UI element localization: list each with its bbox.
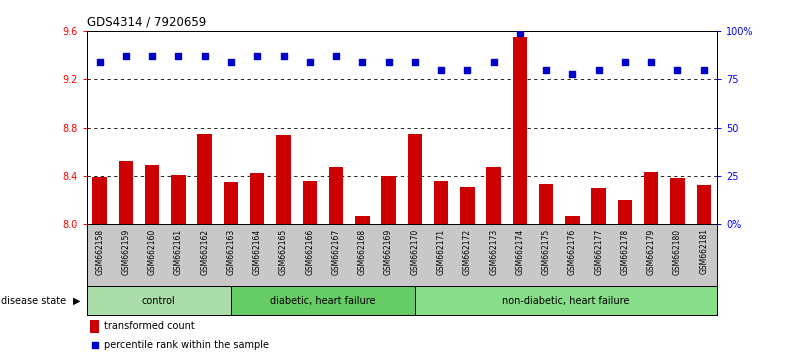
Point bbox=[277, 53, 290, 59]
Text: GSM662165: GSM662165 bbox=[279, 228, 288, 275]
Text: non-diabetic, heart failure: non-diabetic, heart failure bbox=[502, 296, 630, 306]
Bar bbox=[539, 184, 553, 224]
Point bbox=[618, 59, 631, 65]
Text: GSM662175: GSM662175 bbox=[541, 228, 550, 275]
Point bbox=[199, 53, 211, 59]
Text: GSM662174: GSM662174 bbox=[515, 228, 525, 275]
Bar bbox=[381, 176, 396, 224]
Text: GSM662173: GSM662173 bbox=[489, 228, 498, 275]
Text: GSM662167: GSM662167 bbox=[332, 228, 340, 275]
Bar bbox=[250, 173, 264, 224]
Bar bbox=[145, 165, 159, 224]
Text: GSM662158: GSM662158 bbox=[95, 228, 104, 275]
Bar bbox=[513, 37, 527, 224]
Bar bbox=[198, 134, 212, 224]
Text: GSM662181: GSM662181 bbox=[699, 228, 708, 274]
Point bbox=[224, 59, 237, 65]
Bar bbox=[460, 187, 474, 224]
Text: GSM662172: GSM662172 bbox=[463, 228, 472, 275]
Text: GSM662177: GSM662177 bbox=[594, 228, 603, 275]
Text: GDS4314 / 7920659: GDS4314 / 7920659 bbox=[87, 15, 206, 28]
Point bbox=[698, 67, 710, 73]
Point bbox=[513, 30, 526, 36]
Text: transformed count: transformed count bbox=[104, 321, 195, 331]
Point bbox=[435, 67, 448, 73]
Bar bbox=[434, 181, 449, 224]
Point bbox=[461, 67, 473, 73]
Point bbox=[487, 59, 500, 65]
Bar bbox=[92, 177, 107, 224]
Bar bbox=[566, 216, 580, 224]
Point bbox=[592, 67, 605, 73]
Point bbox=[304, 59, 316, 65]
Point bbox=[566, 71, 579, 76]
Text: disease state: disease state bbox=[1, 296, 66, 306]
Text: GSM662180: GSM662180 bbox=[673, 228, 682, 275]
Text: GSM662168: GSM662168 bbox=[358, 228, 367, 275]
Bar bbox=[119, 161, 133, 224]
Text: GSM662164: GSM662164 bbox=[253, 228, 262, 275]
Bar bbox=[355, 216, 369, 224]
Text: GSM662159: GSM662159 bbox=[122, 228, 131, 275]
Point bbox=[251, 53, 264, 59]
Point bbox=[382, 59, 395, 65]
Text: GSM662171: GSM662171 bbox=[437, 228, 445, 275]
Text: GSM662166: GSM662166 bbox=[305, 228, 314, 275]
Text: diabetic, heart failure: diabetic, heart failure bbox=[270, 296, 376, 306]
Text: GSM662178: GSM662178 bbox=[621, 228, 630, 275]
Point bbox=[93, 59, 106, 65]
Point bbox=[356, 59, 368, 65]
Bar bbox=[90, 320, 99, 333]
Bar bbox=[670, 178, 685, 224]
Bar bbox=[486, 167, 501, 224]
Bar bbox=[329, 167, 344, 224]
Text: GSM662162: GSM662162 bbox=[200, 228, 209, 275]
Bar bbox=[644, 172, 658, 224]
Text: GSM662176: GSM662176 bbox=[568, 228, 577, 275]
Bar bbox=[303, 181, 317, 224]
Point bbox=[409, 59, 421, 65]
Text: GSM662169: GSM662169 bbox=[384, 228, 393, 275]
Bar bbox=[697, 185, 711, 224]
Text: control: control bbox=[142, 296, 175, 306]
Text: GSM662163: GSM662163 bbox=[227, 228, 235, 275]
Bar bbox=[87, 286, 231, 315]
Bar bbox=[223, 182, 238, 224]
Point bbox=[172, 53, 185, 59]
Bar bbox=[408, 134, 422, 224]
Bar bbox=[231, 286, 415, 315]
Point bbox=[119, 53, 132, 59]
Point bbox=[671, 67, 684, 73]
Point bbox=[88, 343, 101, 348]
Point bbox=[645, 59, 658, 65]
Text: GSM662179: GSM662179 bbox=[646, 228, 656, 275]
Point bbox=[146, 53, 159, 59]
Bar bbox=[618, 200, 632, 224]
Point bbox=[540, 67, 553, 73]
Text: GSM662161: GSM662161 bbox=[174, 228, 183, 275]
Text: percentile rank within the sample: percentile rank within the sample bbox=[104, 341, 269, 350]
Text: GSM662170: GSM662170 bbox=[410, 228, 420, 275]
Text: GSM662160: GSM662160 bbox=[147, 228, 157, 275]
Bar bbox=[591, 188, 606, 224]
Bar bbox=[276, 135, 291, 224]
Bar bbox=[171, 175, 186, 224]
Point bbox=[330, 53, 343, 59]
Bar bbox=[415, 286, 717, 315]
Text: ▶: ▶ bbox=[73, 296, 80, 306]
